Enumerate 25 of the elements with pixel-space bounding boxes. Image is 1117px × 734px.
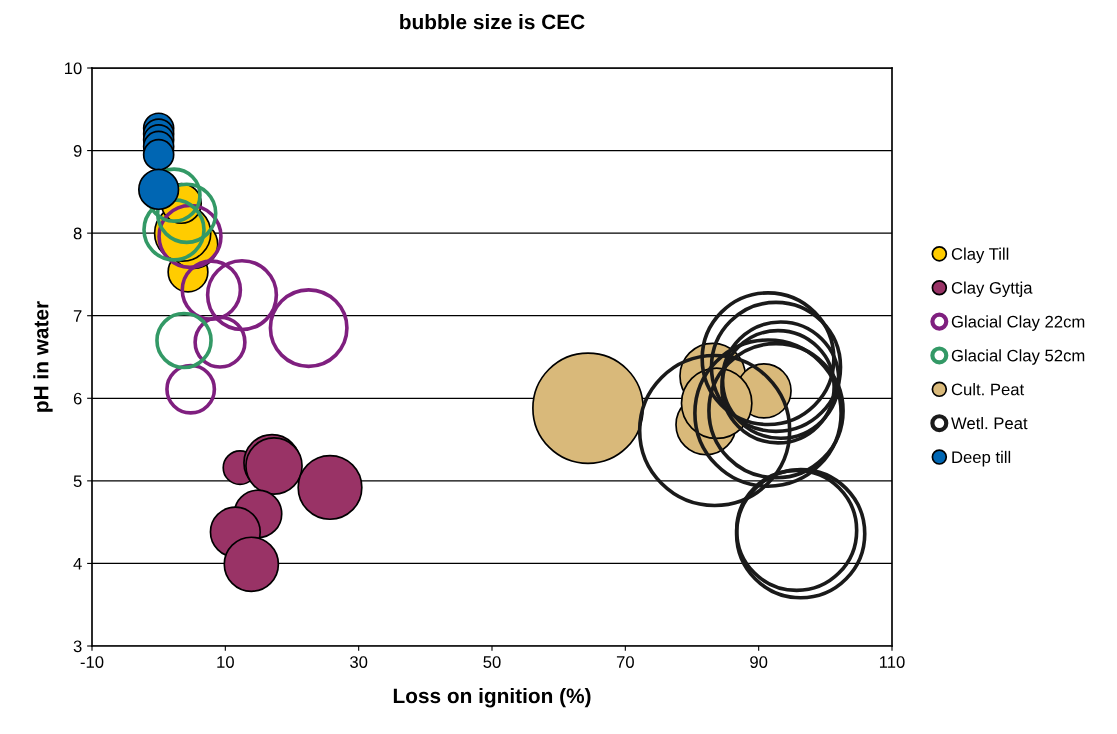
y-tick-label: 4 <box>73 558 82 570</box>
x-tick-label: 90 <box>750 656 768 668</box>
x-tick-label: 10 <box>217 656 234 668</box>
x-tick-label: 30 <box>350 656 368 668</box>
x-tick-label: 70 <box>616 656 634 668</box>
y-tick-label: 8 <box>73 227 82 240</box>
x-tick-label: 110 <box>879 656 905 668</box>
legend-label: Clay Till <box>951 247 1009 264</box>
y-tick-label: 10 <box>65 62 82 75</box>
chart-title: bubble size is CEC <box>400 14 585 30</box>
y-tick-label: 9 <box>73 144 82 157</box>
legend-label: Wetl. Peat <box>951 416 1028 430</box>
legend-label: Glacial Clay 52cm <box>951 349 1085 365</box>
legend-label: Cult. Peat <box>951 383 1025 396</box>
y-tick-label: 6 <box>73 392 82 405</box>
y-tick-label: 3 <box>73 640 82 653</box>
legend-label: Glacial Clay 22cm <box>951 315 1085 331</box>
legend-label: Clay Gyttja <box>951 281 1033 298</box>
y-tick-label: 5 <box>73 475 82 488</box>
x-tick-label: 50 <box>483 656 501 668</box>
y-tick-label: 7 <box>73 310 82 322</box>
x-tick-label: -10 <box>80 656 104 668</box>
y-axis-title: pH in water <box>33 301 53 412</box>
x-axis-title: Loss on ignition (%) <box>393 687 591 708</box>
legend-label: Deep till <box>952 450 1011 467</box>
